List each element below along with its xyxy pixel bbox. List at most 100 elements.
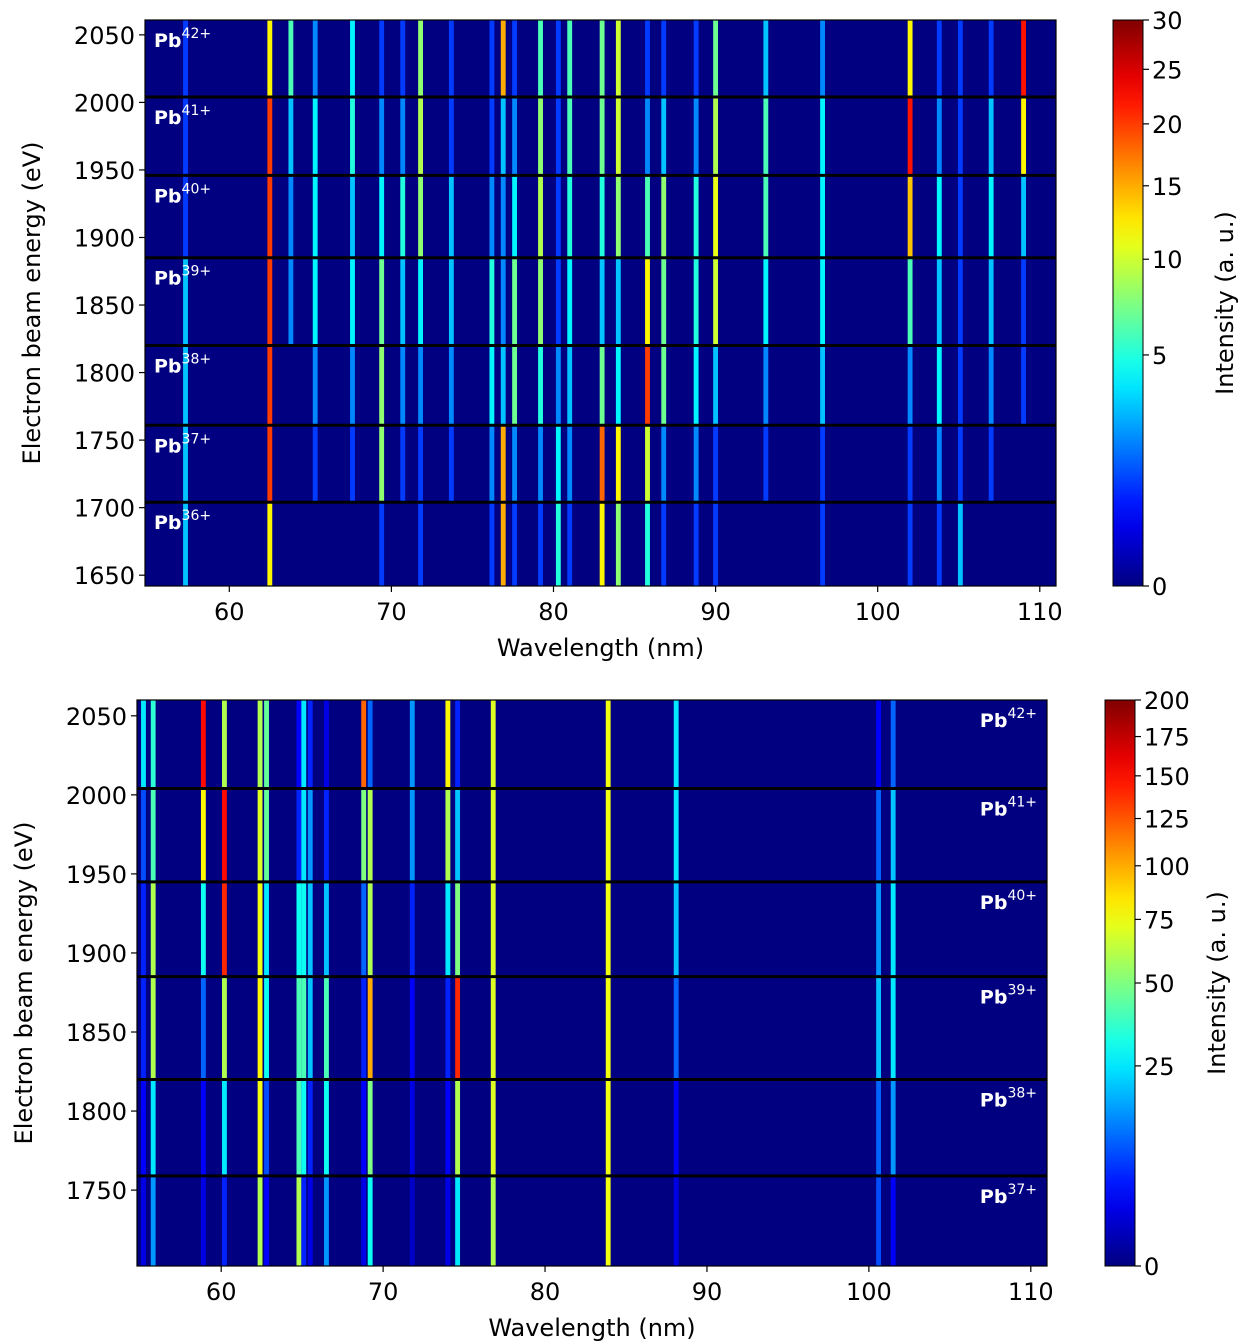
spectral-line (907, 20, 913, 97)
spectral-line (555, 345, 561, 426)
band-label-charge: 40+ (1007, 888, 1037, 904)
spectral-line (267, 20, 273, 97)
spectral-line (645, 175, 650, 258)
spectral-line (301, 1079, 307, 1176)
y-tick-label: 1900 (74, 224, 135, 252)
band-label: Pb42+ (980, 706, 1037, 732)
spectral-line (490, 1175, 496, 1266)
band-label: Pb41+ (154, 103, 211, 129)
spectral-line (567, 257, 573, 346)
spectral-line (615, 257, 621, 346)
spectral-line (538, 175, 543, 258)
spectral-line (936, 345, 942, 426)
spectral-line (150, 1079, 156, 1176)
spectral-line (141, 700, 146, 789)
spectral-line (936, 257, 942, 346)
spectral-line (264, 1175, 269, 1266)
spectral-line (296, 788, 302, 882)
spectral-line (907, 345, 913, 426)
spectral-line (200, 976, 206, 1080)
x-tick-label: 70 (368, 1278, 399, 1306)
spectral-line (361, 788, 367, 882)
spectral-line (455, 700, 461, 789)
spectral-line (288, 257, 294, 346)
spectral-line (489, 257, 495, 346)
colorbar-tick-label: 15 (1152, 173, 1183, 201)
spectral-line (350, 345, 355, 426)
spectral-line (615, 175, 621, 258)
band-label: Pb40+ (980, 888, 1037, 914)
spectral-line (141, 1079, 146, 1176)
spectral-line (500, 425, 506, 503)
band-label: Pb39+ (980, 983, 1037, 1009)
spectral-line (150, 788, 156, 882)
spectral-line (988, 425, 994, 503)
spectral-line (379, 175, 385, 258)
spectral-line (324, 1079, 329, 1176)
spectral-line (490, 700, 496, 789)
spectral-line (599, 20, 605, 97)
spectral-line (957, 175, 963, 258)
band-label-charge: 36+ (182, 508, 212, 524)
band-label: Pb40+ (154, 181, 211, 207)
spectral-line (418, 345, 424, 426)
spectral-line (599, 96, 605, 176)
spectral-line (876, 976, 882, 1080)
spectral-line (200, 700, 206, 789)
spectral-line (555, 425, 561, 503)
spectral-line (257, 700, 263, 789)
y-tick-label: 1850 (66, 1019, 127, 1047)
spectral-line (361, 1079, 367, 1176)
spectral-line (936, 96, 942, 176)
spectral-line (222, 700, 227, 789)
spectral-line (489, 425, 495, 503)
spectral-line (512, 257, 518, 346)
spectral-line (400, 425, 406, 503)
spectral-line (288, 345, 294, 426)
spectral-line (538, 257, 543, 346)
band-label-base: Pb (154, 356, 182, 378)
spectral-line (301, 881, 307, 977)
x-tick-label: 60 (206, 1278, 237, 1306)
spectral-line (150, 881, 156, 977)
spectral-line (141, 976, 146, 1080)
spectral-line (538, 502, 543, 586)
spectral-line (615, 345, 621, 426)
spectral-line (455, 788, 461, 882)
y-axis-label: Electron beam energy (eV) (10, 822, 38, 1145)
spectral-line (1021, 175, 1027, 258)
plot-frame (136, 699, 1048, 1267)
spectral-line (445, 700, 451, 789)
spectral-line (400, 96, 406, 176)
spectral-line (555, 502, 561, 586)
spectral-line (264, 881, 269, 977)
band-label-base: Pb (154, 435, 182, 457)
spectral-line (500, 20, 506, 97)
spectral-line (512, 425, 518, 503)
band-label-base: Pb (980, 799, 1008, 821)
spectral-line (200, 1079, 206, 1176)
spectral-line (301, 976, 307, 1080)
spectral-line (409, 976, 415, 1080)
plot-area (137, 700, 1047, 1266)
spectral-line (267, 502, 273, 586)
spectral-line (312, 502, 318, 586)
spectral-line (567, 175, 573, 258)
spectral-line (876, 700, 882, 789)
y-tick-label: 1750 (66, 1177, 127, 1205)
spectral-line (907, 96, 913, 176)
plot-frame (144, 19, 1057, 587)
spectral-line (267, 175, 273, 258)
spectral-line (361, 1175, 367, 1266)
spectral-line (615, 502, 621, 586)
y-tick-label: 2050 (66, 703, 127, 731)
band-label-base: Pb (154, 107, 182, 129)
spectral-line (361, 881, 367, 977)
spectral-line (907, 425, 913, 503)
spectral-line (489, 96, 495, 176)
spectral-line (409, 1175, 415, 1266)
band-label-charge: 40+ (182, 181, 212, 197)
spectral-line (490, 976, 496, 1080)
spectral-line (448, 502, 454, 586)
spectral-line (661, 96, 667, 176)
